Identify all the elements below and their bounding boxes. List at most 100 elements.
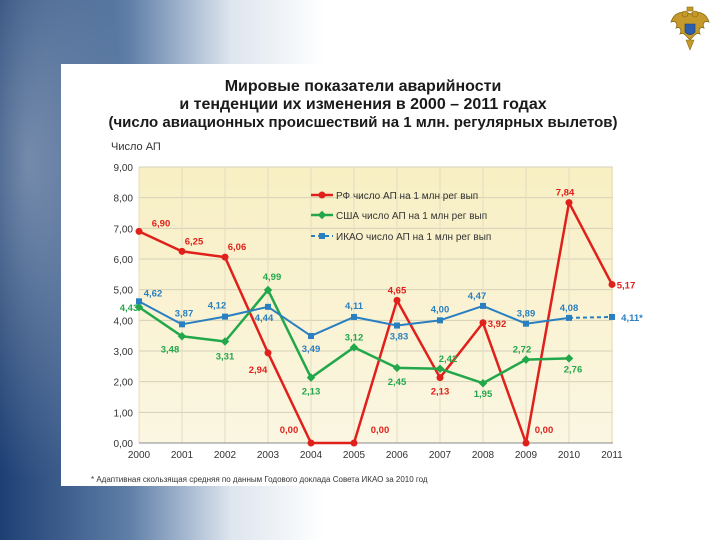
data-label-icao-2008: 4,47 [468, 291, 487, 302]
point-usa-2003 [263, 285, 273, 295]
point-icao-2007 [437, 317, 443, 324]
x-tick-label-2009: 2009 [515, 450, 538, 461]
legend-marker-usa [317, 210, 327, 220]
legend-marker-rf [318, 191, 326, 199]
chart-title-line-2: и тенденции их изменения в 2000 – 2011 г… [179, 96, 546, 113]
x-tick-label-2003: 2003 [257, 450, 280, 461]
data-label-rf-2006: 4,65 [388, 285, 407, 296]
point-icao-2009 [523, 320, 529, 327]
point-rf-2007 [436, 374, 444, 382]
x-tick-label-2011: 2011 [601, 450, 623, 461]
x-tick-label-2006: 2006 [386, 450, 409, 461]
data-label-usa-2005: 3,12 [345, 332, 364, 343]
data-label-rf-2001: 6,25 [185, 236, 204, 247]
point-usa-2004 [306, 373, 316, 382]
point-usa-2007 [435, 364, 445, 374]
y-tick-label-8: 8,00 [114, 194, 134, 205]
point-rf-2004 [307, 439, 315, 447]
x-tick-label-2007: 2007 [429, 450, 452, 461]
legend: РФ число АП на 1 млн рег вып США число А… [311, 191, 491, 243]
data-label-icao-2011: 4,11* [621, 313, 643, 324]
point-rf-2005 [350, 439, 358, 447]
data-label-usa-2008: 1,95 [474, 389, 493, 400]
data-label-icao-2010: 4,08 [560, 303, 579, 314]
data-label-usa-2007: 2,42 [439, 354, 458, 365]
x-axis-ticks: 2000 2001 2002 2003 2004 2005 2006 2007 2008 2009… [128, 450, 623, 461]
series-group [134, 199, 616, 447]
legend-label-icao: ИКАО число АП на 1 млн рег вып [336, 232, 491, 243]
point-icao-2005 [351, 313, 357, 320]
point-usa-2009 [521, 355, 531, 364]
data-label-usa-2004: 2,13 [302, 387, 321, 398]
data-label-icao-2004: 3,49 [302, 344, 321, 355]
point-usa-2008 [478, 378, 488, 388]
legend-marker-icao [319, 233, 325, 239]
data-label-usa-2010: 2,76 [564, 364, 583, 375]
data-label-rf-2009: 0,00 [535, 425, 554, 436]
data-label-usa-2003: 4,99 [263, 272, 282, 283]
point-rf-2002 [221, 253, 229, 261]
point-icao-2006 [394, 322, 400, 329]
y-axis-label: Число АП [111, 141, 161, 153]
x-tick-label-2004: 2004 [300, 450, 323, 461]
point-rf-2009 [522, 439, 530, 447]
data-labels: 6,90 6,25 6,06 2,94 0,00 0,00 4,65 2,13 3,92 0,00… [120, 188, 643, 436]
line-chart: Мировые показатели аварийности и тенденц… [91, 78, 643, 484]
point-usa-2001 [177, 332, 187, 341]
x-tick-label-2001: 2001 [171, 450, 194, 461]
legend-item-usa: США число АП на 1 млн рег вып [311, 210, 487, 222]
y-tick-label-7: 7,00 [114, 224, 134, 235]
y-tick-label-4: 4,00 [114, 316, 134, 327]
point-rf-2011 [608, 280, 616, 288]
data-label-icao-2007: 4,00 [431, 304, 450, 315]
chart-title-line-3: (число авиационных происшествий на 1 млн… [108, 114, 617, 131]
point-icao-2002 [222, 313, 228, 320]
x-tick-label-2000: 2000 [128, 450, 151, 461]
y-tick-label-2: 2,00 [114, 378, 134, 389]
point-usa-2000 [134, 302, 144, 312]
series-line-icao-projection [568, 315, 613, 319]
legend-label-usa: США число АП на 1 млн рег вып [336, 211, 487, 222]
y-tick-label-0: 0,00 [114, 439, 134, 450]
data-label-usa-2001: 3,48 [161, 344, 180, 355]
y-tick-label-1: 1,00 [114, 408, 134, 419]
data-label-icao-2001: 3,87 [175, 308, 194, 319]
y-axis-ticks: 0,00 1,00 2,00 3,00 4,00 5,00 6,00 7,00 8,00 9,00 [114, 163, 134, 450]
data-label-rf-2002: 6,06 [228, 242, 247, 253]
point-usa-2010 [564, 354, 574, 363]
data-label-rf-2007: 2,13 [431, 387, 450, 398]
x-tick-label-2010: 2010 [558, 450, 581, 461]
y-tick-label-6: 6,00 [114, 255, 134, 266]
point-rf-2001 [178, 247, 186, 255]
data-label-usa-2002: 3,31 [216, 351, 235, 362]
data-label-icao-2002: 4,12 [208, 301, 227, 312]
point-icao-2000 [136, 298, 142, 305]
data-label-rf-2008: 3,92 [488, 319, 507, 330]
x-tick-label-2005: 2005 [343, 450, 366, 461]
y-tick-label-3: 3,00 [114, 347, 134, 358]
data-label-usa-2006: 2,45 [388, 377, 407, 388]
footnote: * Адаптивная скользящая средняя по данны… [91, 475, 428, 484]
data-label-icao-2003: 4,44 [255, 313, 274, 324]
x-tick-label-2002: 2002 [214, 450, 237, 461]
data-label-icao-2000: 4,62 [144, 288, 163, 299]
data-label-icao-2006: 3,83 [390, 332, 409, 343]
data-label-rf-2003: 2,94 [249, 365, 268, 376]
point-usa-2002 [220, 337, 230, 346]
legend-label-rf: РФ число АП на 1 млн рег вып [336, 191, 478, 202]
y-tick-label-9: 9,00 [114, 163, 134, 174]
point-rf-2003 [264, 349, 272, 357]
point-icao-2010 [566, 314, 572, 321]
point-rf-2000 [135, 227, 143, 235]
legend-item-rf: РФ число АП на 1 млн рег вып [311, 191, 478, 202]
data-label-icao-2005: 4,11 [345, 301, 364, 312]
data-label-usa-2000: 4,43 [120, 303, 139, 314]
x-tick-label-2008: 2008 [472, 450, 495, 461]
data-label-usa-2009: 2,72 [513, 345, 532, 356]
point-icao-2001 [179, 321, 185, 328]
point-usa-2006 [392, 363, 402, 373]
chart-slide: Мировые показатели аварийности и тенденц… [61, 64, 666, 486]
legend-item-icao: ИКАО число АП на 1 млн рег вып [311, 232, 491, 243]
data-label-rf-2000: 6,90 [152, 218, 171, 229]
data-label-rf-2011: 5,17 [617, 280, 636, 291]
